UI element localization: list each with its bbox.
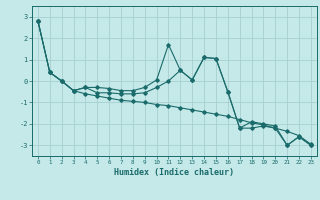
- X-axis label: Humidex (Indice chaleur): Humidex (Indice chaleur): [115, 168, 234, 177]
